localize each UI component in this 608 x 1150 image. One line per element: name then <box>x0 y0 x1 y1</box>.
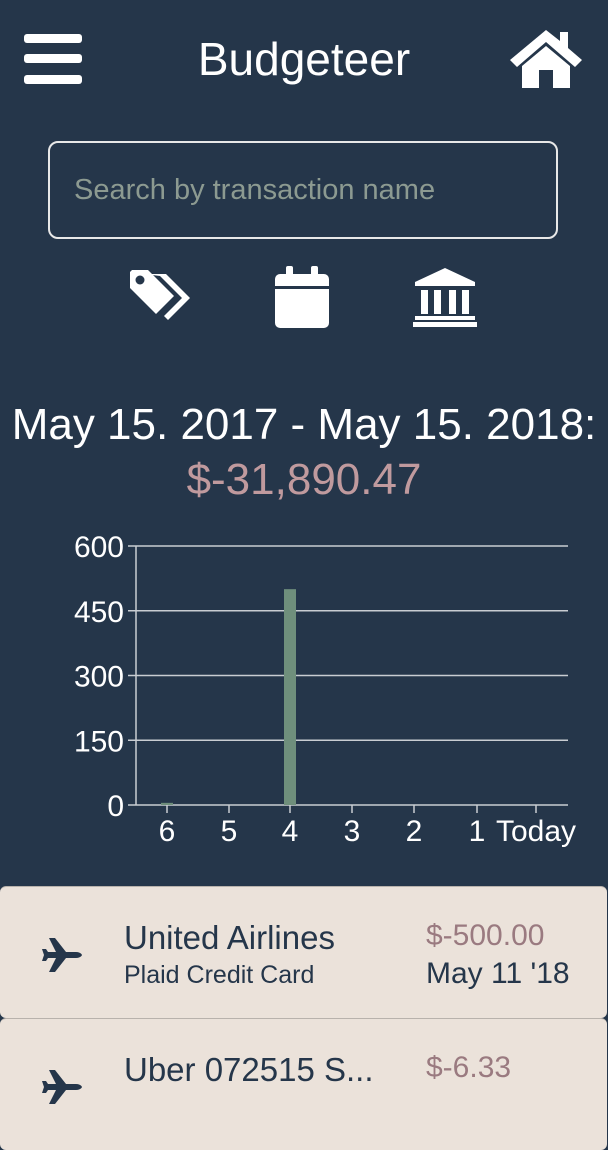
hamburger-menu-icon <box>24 34 82 43</box>
bank-filter-button[interactable] <box>413 266 477 328</box>
home-icon <box>510 30 582 88</box>
chart-x-tick-label: 3 <box>344 815 361 848</box>
transaction-list: United Airlines Plaid Credit Card $-500.… <box>0 886 608 1150</box>
chart-bar <box>284 589 296 805</box>
app-header: Budgeteer <box>0 0 608 120</box>
transaction-amount: $-500.00 <box>426 919 545 952</box>
chart-x-tick-label: 4 <box>282 815 299 848</box>
transaction-account: Plaid Credit Card <box>124 961 315 989</box>
calendar-filter-button[interactable] <box>275 266 329 328</box>
transaction-row[interactable]: United Airlines Plaid Credit Card $-500.… <box>0 886 607 1018</box>
chart-y-tick-label: 150 <box>74 725 124 758</box>
chart-y-tick-label: 300 <box>74 661 124 694</box>
transaction-name: United Airlines <box>124 919 335 956</box>
chart-x-tick-label: 6 <box>159 815 176 848</box>
search-box <box>48 141 558 239</box>
tags-filter-button[interactable] <box>128 266 192 326</box>
app-title: Budgeteer <box>197 33 411 85</box>
hamburger-line <box>24 54 82 63</box>
transaction-date: May 11 '18 <box>426 957 570 990</box>
search-input[interactable] <box>50 143 556 237</box>
airplane-icon <box>42 938 82 972</box>
chart-y-tick-label: 0 <box>107 790 124 823</box>
chart-y-tick-label: 600 <box>74 531 124 564</box>
transaction-amount: $-6.33 <box>426 1051 512 1084</box>
chart-x-tick-label: 5 <box>221 815 238 848</box>
calendar-icon <box>275 266 329 328</box>
hamburger-line <box>24 75 82 84</box>
chart-y-tick-label: 450 <box>74 596 124 629</box>
airplane-icon <box>42 1070 82 1104</box>
bank-icon <box>413 268 477 327</box>
transaction-row[interactable]: Uber 072515 S... $-6.33 <box>0 1018 607 1150</box>
total-amount: $-31,890.47 <box>186 455 422 504</box>
chart-x-tick-label: Today <box>496 815 576 848</box>
date-range: May 15. 2017 - May 15. 2018: <box>11 400 597 449</box>
spending-chart: 0 150 300 450 600 6 5 4 3 2 1 Today <box>74 531 576 848</box>
tags-icon <box>130 270 190 320</box>
transaction-name: Uber 072515 S... <box>124 1051 374 1088</box>
home-button[interactable] <box>508 26 584 90</box>
chart-x-tick-label: 1 <box>469 815 486 848</box>
menu-button[interactable] <box>24 34 82 84</box>
chart-x-tick-label: 2 <box>406 815 423 848</box>
chart-bar <box>161 802 173 805</box>
